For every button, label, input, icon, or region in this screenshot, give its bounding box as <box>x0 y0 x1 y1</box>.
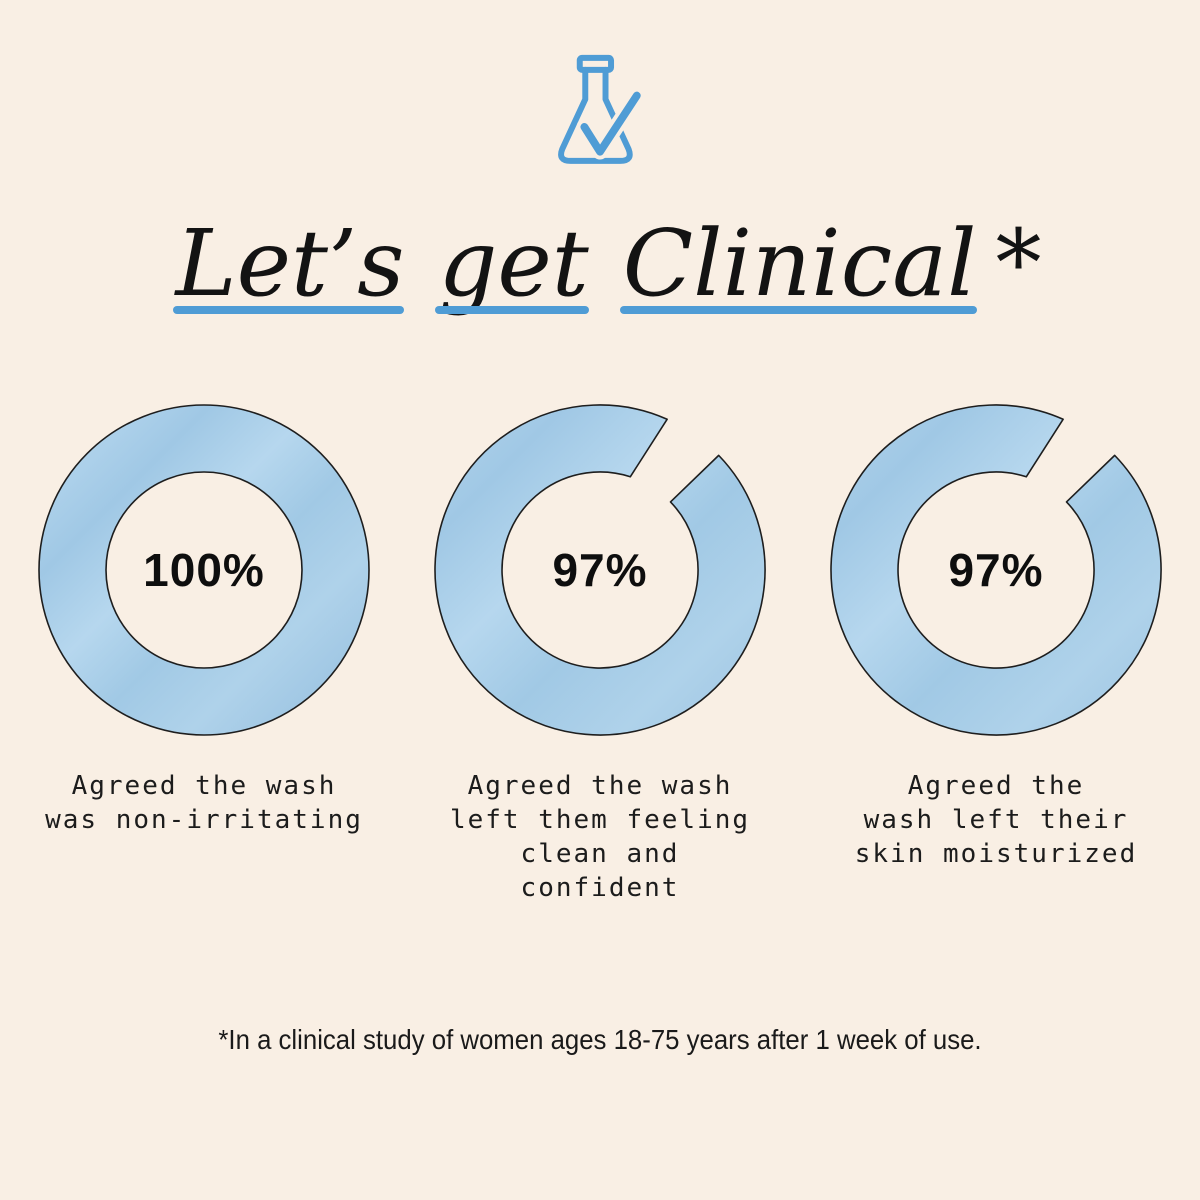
stat-card-non-irritating: 100% Agreed the wash was non-irritating <box>37 403 371 905</box>
caption-line: Agreed the <box>907 771 1085 801</box>
underline-bar <box>435 306 589 314</box>
stats-row: 100% Agreed the wash was non-irritating … <box>0 403 1200 905</box>
footnote: *In a clinical study of women ages 18-75… <box>218 1024 982 1055</box>
title-asterisk: * <box>995 210 1042 317</box>
stat-card-clean-confident: 97% Agreed the wash left them feeling cl… <box>433 403 767 905</box>
caption-line: Agreed the wash <box>71 771 337 801</box>
donut-chart-2: 97% <box>433 403 767 737</box>
donut-chart-1: 100% <box>37 403 371 737</box>
flask-checkmark-icon <box>551 54 644 174</box>
title-word-lets: Let’s <box>172 218 405 314</box>
stat-caption: Agreed the wash left their skin moisturi… <box>829 769 1163 871</box>
stat-card-moisturized: 97% Agreed the wash left their skin mois… <box>829 403 1163 905</box>
caption-line: left them feeling <box>449 805 751 835</box>
stat-caption: Agreed the wash left them feeling clean … <box>433 769 767 905</box>
caption-line: was non-irritating <box>45 805 363 835</box>
underline-bar <box>172 306 405 314</box>
title-word-get: get <box>435 218 589 314</box>
donut-ring-100 <box>38 404 370 736</box>
title-word-clinical: Clinical <box>619 218 977 314</box>
donut-ring-97b <box>830 404 1162 736</box>
stat-caption: Agreed the wash was non-irritating <box>37 769 371 837</box>
donut-ring-97a <box>434 404 766 736</box>
caption-line: clean and confident <box>520 839 680 903</box>
caption-line: skin moisturized <box>854 839 1138 869</box>
donut-chart-3: 97% <box>829 403 1163 737</box>
underline-bar <box>619 306 977 314</box>
caption-line: wash left their <box>863 805 1129 835</box>
page-title: Let’s get Clinical * <box>0 210 1200 317</box>
caption-line: Agreed the wash <box>467 771 733 801</box>
